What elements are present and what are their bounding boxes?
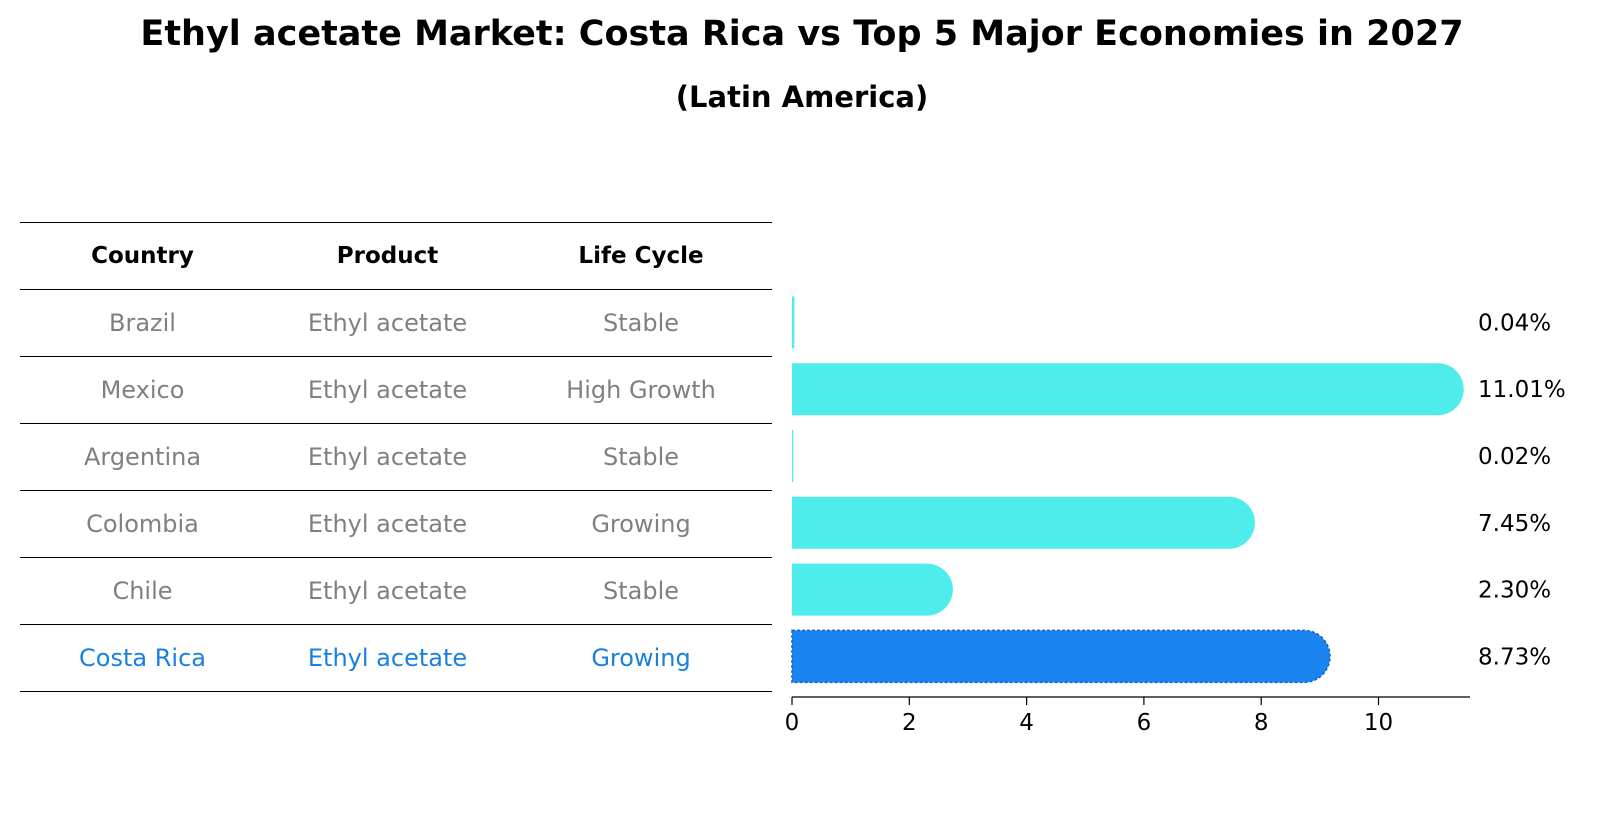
- value-label: 0.04%: [1478, 310, 1551, 336]
- cell-life-cycle: Growing: [510, 490, 772, 558]
- bar-colombia: [792, 496, 1255, 549]
- table-row: Brazil Ethyl acetate Stable: [20, 289, 772, 357]
- x-tick-label: 10: [1364, 710, 1393, 736]
- table-header-row: Country Product Life Cycle: [20, 222, 772, 290]
- cell-life-cycle: Stable: [510, 423, 772, 491]
- bar-mexico: [792, 363, 1464, 416]
- data-table: Country Product Life Cycle Brazil Ethyl …: [20, 222, 772, 692]
- value-label: 7.45%: [1478, 511, 1551, 537]
- cell-country: Colombia: [20, 490, 265, 558]
- cell-life-cycle: High Growth: [510, 356, 772, 424]
- cell-country: Chile: [20, 557, 265, 625]
- cell-country: Mexico: [20, 356, 265, 424]
- value-label: 8.73%: [1478, 644, 1551, 670]
- header-country: Country: [20, 222, 265, 290]
- cell-product: Ethyl acetate: [265, 490, 510, 558]
- market-table: Country Product Life Cycle Brazil Ethyl …: [20, 222, 772, 692]
- value-label: 2.30%: [1478, 578, 1551, 604]
- chart-title: Ethyl acetate Market: Costa Rica vs Top …: [140, 14, 1464, 54]
- value-label: 11.01%: [1478, 377, 1566, 403]
- header-life-cycle: Life Cycle: [510, 222, 772, 290]
- value-label: 0.02%: [1478, 444, 1551, 470]
- table-row: Mexico Ethyl acetate High Growth: [20, 356, 772, 424]
- x-tick-label: 4: [1019, 710, 1034, 736]
- bar-chile: [792, 563, 953, 616]
- bar-costa-rica: [791, 629, 1331, 684]
- chart-subtitle: (Latin America): [675, 80, 929, 114]
- x-tick-label: 2: [902, 710, 917, 736]
- header-product: Product: [265, 222, 510, 290]
- cell-product: Ethyl acetate: [265, 289, 510, 357]
- x-tick-label: 0: [785, 710, 800, 736]
- cell-country: Argentina: [20, 423, 265, 491]
- cell-life-cycle: Stable: [510, 557, 772, 625]
- cell-product: Ethyl acetate: [265, 356, 510, 424]
- bar-argentina: [792, 430, 794, 482]
- cell-life-cycle: Stable: [510, 289, 772, 357]
- table-row: Argentina Ethyl acetate Stable: [20, 423, 772, 491]
- cell-product: Ethyl acetate: [265, 624, 510, 692]
- table-row-highlight: Costa Rica Ethyl acetate Growing: [20, 624, 772, 692]
- cell-country: Costa Rica: [20, 624, 265, 692]
- cell-country: Brazil: [20, 289, 265, 357]
- cell-product: Ethyl acetate: [265, 423, 510, 491]
- x-tick-label: 6: [1137, 710, 1152, 736]
- x-tick-label: 8: [1254, 710, 1269, 736]
- cell-product: Ethyl acetate: [265, 557, 510, 625]
- bar-brazil: [792, 296, 795, 349]
- table-row: Colombia Ethyl acetate Growing: [20, 490, 772, 558]
- table-row: Chile Ethyl acetate Stable: [20, 557, 772, 625]
- cell-life-cycle: Growing: [510, 624, 772, 692]
